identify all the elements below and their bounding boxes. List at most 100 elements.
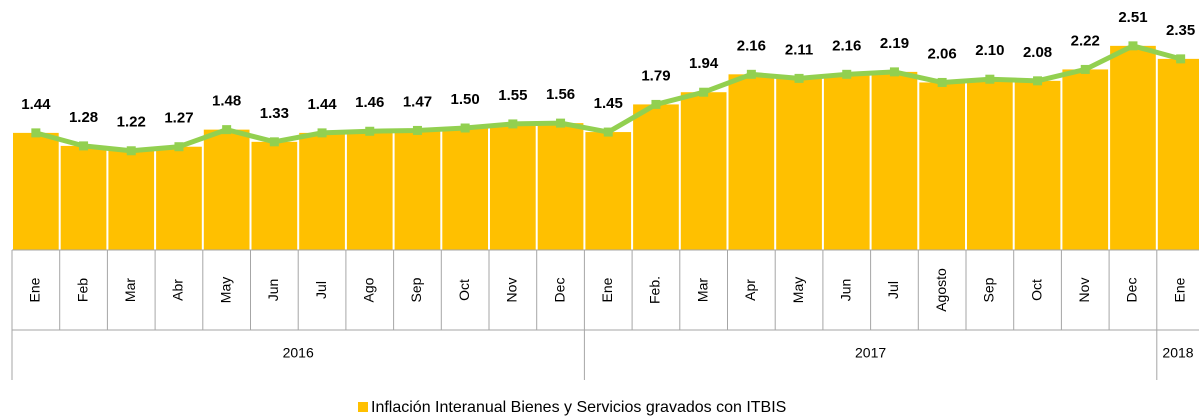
marker	[79, 141, 89, 151]
bar	[251, 141, 298, 250]
data-label: 1.55	[498, 87, 527, 104]
data-label: 1.46	[355, 94, 384, 111]
legend-swatch	[358, 402, 368, 412]
marker	[269, 137, 279, 147]
data-label: 1.44	[307, 96, 337, 113]
marker	[31, 128, 41, 138]
data-label: 1.45	[594, 95, 623, 112]
marker	[794, 73, 804, 83]
x-tick-label: Mar	[122, 278, 138, 302]
marker	[1128, 41, 1138, 51]
bar	[633, 104, 679, 250]
group-label: 2016	[283, 345, 314, 361]
marker	[651, 99, 661, 109]
x-tick-label: Sep	[408, 277, 424, 302]
data-label: 1.94	[689, 55, 719, 72]
data-label: 2.19	[880, 35, 909, 52]
data-label: 1.33	[260, 105, 289, 122]
marker	[985, 74, 995, 84]
marker	[842, 69, 852, 79]
marker	[746, 69, 756, 79]
x-tick-label: Dec	[551, 278, 567, 303]
marker	[556, 118, 566, 128]
x-tick-label: Agosto	[933, 268, 949, 312]
marker	[365, 126, 375, 136]
data-label: 2.35	[1166, 22, 1195, 39]
marker	[937, 77, 947, 87]
x-tick-label: Ene	[1171, 277, 1187, 302]
x-tick-label: Feb.	[647, 276, 663, 304]
x-tick-label: Jun	[837, 279, 853, 302]
x-tick-label: Nov	[1076, 278, 1092, 303]
bar	[871, 71, 918, 250]
bar	[823, 74, 870, 250]
data-label: 1.79	[641, 67, 670, 84]
marker	[1080, 64, 1090, 74]
bar	[442, 128, 488, 250]
data-label: 2.06	[928, 45, 957, 62]
group-label: 2017	[855, 345, 886, 361]
group-label: 2018	[1162, 345, 1193, 361]
data-label: 1.56	[546, 86, 575, 103]
bar	[156, 146, 202, 250]
x-tick-label: Mar	[694, 278, 710, 302]
x-tick-label: Sep	[981, 277, 997, 302]
x-tick-label: Ago	[360, 277, 376, 302]
data-label: 2.11	[785, 41, 813, 58]
data-label: 1.27	[164, 110, 193, 127]
legend-label: Inflación Interanual Bienes y Servicios …	[371, 399, 786, 416]
data-label: 2.08	[1023, 44, 1052, 61]
data-label: 1.28	[69, 109, 98, 126]
marker	[1176, 54, 1186, 64]
marker	[508, 119, 518, 129]
data-label: 1.50	[451, 91, 480, 108]
marker	[699, 87, 709, 97]
bar	[537, 123, 584, 250]
data-label: 2.16	[832, 37, 861, 54]
bar	[108, 150, 155, 250]
x-tick-label: Apr	[742, 279, 758, 301]
data-label: 1.48	[212, 93, 241, 110]
marker	[460, 123, 470, 133]
x-tick-label: Dec	[1124, 278, 1140, 303]
bar	[490, 123, 536, 250]
bar	[776, 78, 822, 251]
marker	[889, 67, 899, 77]
marker	[126, 146, 136, 156]
bar	[203, 129, 250, 250]
marker	[222, 125, 232, 135]
bar	[1062, 69, 1109, 250]
x-tick-label: May	[217, 277, 233, 303]
x-tick-label: Abr	[170, 279, 186, 301]
marker	[1033, 76, 1043, 86]
bar	[299, 132, 345, 250]
data-label: 2.10	[975, 42, 1004, 59]
bar	[1110, 45, 1156, 250]
bar	[967, 79, 1013, 250]
bar	[1014, 80, 1061, 251]
x-tick-label: Ene	[599, 277, 615, 302]
marker	[317, 128, 327, 138]
data-label: 2.16	[737, 37, 766, 54]
x-tick-label: Jul	[313, 281, 329, 299]
bar	[13, 132, 59, 250]
marker	[412, 125, 422, 135]
bar	[919, 82, 965, 250]
data-label: 2.51	[1118, 9, 1147, 26]
bar	[680, 92, 727, 250]
bar	[394, 130, 441, 250]
x-tick-label: May	[790, 277, 806, 303]
bar	[60, 145, 107, 250]
marker	[174, 142, 184, 152]
x-tick-label: Oct	[1028, 279, 1044, 301]
x-tick-label: Ene	[27, 277, 43, 302]
bar	[346, 131, 393, 250]
x-tick-label: Jun	[265, 279, 281, 302]
data-label: 1.47	[403, 93, 432, 110]
x-tick-label: Jul	[885, 281, 901, 299]
x-tick-label: Feb	[74, 278, 90, 302]
bar	[585, 132, 632, 250]
bar	[1157, 58, 1199, 250]
bar	[728, 74, 775, 250]
